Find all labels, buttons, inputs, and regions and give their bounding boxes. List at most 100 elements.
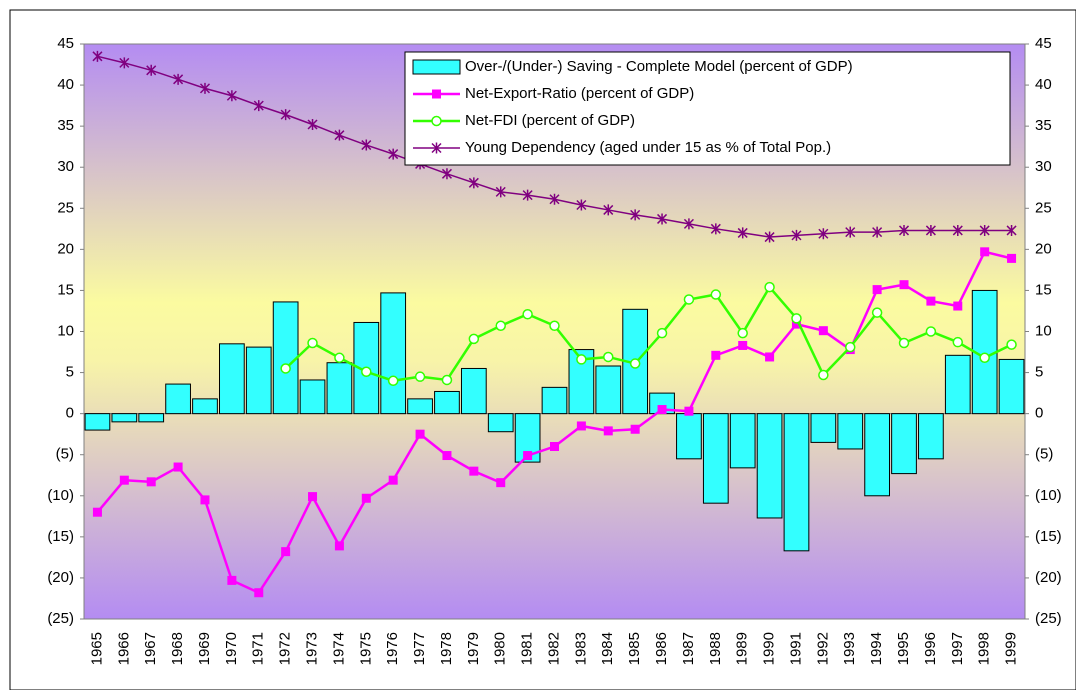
marker [334,352,345,364]
x-tick-label: 1986 [653,632,670,665]
marker [227,575,237,585]
marker [496,478,506,488]
y2-tick-label: 0 [1035,405,1043,422]
x-tick-label: 1974 [330,632,347,665]
bar [541,386,568,415]
marker [791,319,801,329]
marker [1006,339,1017,350]
marker [388,148,399,160]
marker [308,492,318,502]
marker [818,228,829,240]
x-tick-label: 1999 [1003,632,1020,665]
marker [791,313,802,324]
x-tick-label: 1983 [572,632,589,665]
marker [254,588,264,598]
y-tick-label: (15) [47,528,74,545]
marker [92,50,103,62]
legend-marker [431,115,442,127]
bar [810,413,837,443]
bar [138,413,165,423]
bar [918,413,944,460]
marker [925,224,936,236]
marker [899,280,909,290]
bar [219,343,245,415]
bar [702,413,729,504]
marker [280,109,291,121]
marker [710,289,722,300]
y2-tick-label: 40 [1035,76,1052,93]
x-tick-label: 1990 [761,632,778,665]
marker [388,475,398,485]
marker [361,493,371,503]
x-tick-label: 1982 [545,632,562,665]
marker [603,204,614,216]
x-tick-label: 1985 [626,632,643,665]
marker [334,541,344,551]
bar [998,358,1025,415]
bar [487,413,514,433]
bar [460,367,487,415]
y-tick-label: 5 [66,364,74,381]
x-tick-label: 1970 [223,632,240,665]
bar [676,413,702,460]
legend-marker [431,142,442,154]
marker [925,326,937,337]
marker [200,495,210,505]
x-tick-label: 1965 [88,632,105,665]
legend-box [404,51,1011,166]
marker [253,100,264,112]
bar [756,413,783,519]
y-tick-label: 10 [57,322,74,339]
y2-tick-label: (20) [1035,569,1062,586]
marker [872,226,883,238]
marker [844,341,856,353]
marker [441,168,452,180]
x-tick-label: 1989 [734,632,751,665]
marker [469,466,479,476]
bar [111,413,138,423]
marker [522,309,533,320]
x-tick-label: 1980 [492,632,509,665]
y-tick-label: (5) [56,446,74,463]
marker [441,374,453,386]
legend-swatch [412,59,461,75]
bar [729,413,756,469]
marker [495,320,506,331]
x-tick-label: 1981 [519,632,536,665]
x-tick-label: 1993 [841,632,858,665]
y-tick-label: 40 [57,76,74,93]
y2-tick-label: 35 [1035,117,1052,134]
x-tick-label: 1966 [115,632,132,665]
bar [84,413,111,431]
x-tick-label: 1978 [438,632,455,665]
marker [92,507,102,517]
marker [199,82,211,94]
marker [119,475,129,485]
bar [864,413,890,497]
x-tick-label: 1995 [895,632,912,665]
marker [980,247,990,257]
y2-tick-label: 25 [1035,199,1052,216]
marker [764,231,775,243]
x-tick-label: 1984 [599,632,616,665]
marker [550,442,559,451]
marker [737,327,748,339]
y-tick-label: 35 [57,117,74,134]
marker [845,226,856,238]
marker [952,224,963,236]
bar [595,365,622,415]
x-tick-label: 1992 [814,632,831,665]
marker [630,424,640,434]
marker [361,139,372,151]
marker [979,352,990,364]
x-tick-label: 1971 [250,632,267,665]
marker [307,337,318,349]
marker [684,406,694,416]
marker [737,227,748,239]
marker [657,213,668,225]
legend-label: Net-FDI (percent of GDP) [465,112,635,129]
x-tick-label: 1973 [303,632,320,665]
marker [683,294,695,305]
marker [926,296,936,306]
x-tick-label: 1988 [707,632,724,665]
